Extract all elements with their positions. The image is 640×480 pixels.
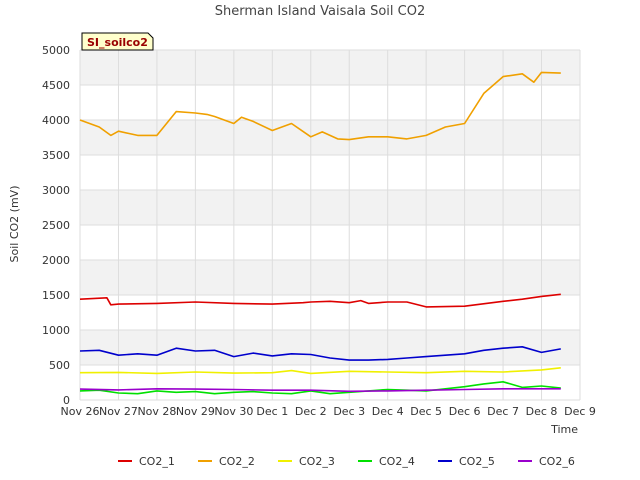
legend-label: CO2_1 <box>139 455 175 468</box>
y-tick-label: 4000 <box>42 114 70 127</box>
legend-label: CO2_2 <box>219 455 255 468</box>
series-lines <box>79 71 561 395</box>
x-tick-label: Dec 4 <box>372 405 404 418</box>
y-tick-label: 3000 <box>42 184 70 197</box>
x-tick-label: Nov 30 <box>214 405 253 418</box>
x-tick-label: Dec 5 <box>410 405 442 418</box>
series-line-co2-1 <box>79 293 561 308</box>
y-tick-label: 2000 <box>42 254 70 267</box>
site-badge-box <box>81 32 154 51</box>
legend-label: CO2_3 <box>299 455 335 468</box>
x-axis-label: Time <box>550 423 578 436</box>
series-line-co2-6 <box>79 387 561 393</box>
gridlines <box>79 49 581 401</box>
y-tick-label: 0 <box>63 394 70 407</box>
plot-band <box>80 50 580 85</box>
x-tick-label: Dec 2 <box>295 405 327 418</box>
x-tick-label: Dec 8 <box>526 405 558 418</box>
y-tick-label: 2500 <box>42 219 70 232</box>
series-line-co2-2 <box>79 71 561 141</box>
y-tick-label: 1500 <box>42 289 70 302</box>
series-line-co2-5 <box>79 345 561 361</box>
x-tick-label: Dec 9 <box>564 405 596 418</box>
plot-band <box>80 190 580 225</box>
legend-label: CO2_5 <box>459 455 495 468</box>
x-tick-label: Dec 7 <box>487 405 519 418</box>
x-tick-labels: Nov 26 Nov 27 Nov 28 Nov 29 Nov 30 Dec 1 Dec 2… <box>61 405 596 418</box>
x-tick-label: Nov 27 <box>99 405 138 418</box>
y-tick-label: 1000 <box>42 324 70 337</box>
x-tick-label: Nov 28 <box>137 405 176 418</box>
site-badge-label: SI_soilco2 <box>87 36 148 49</box>
x-tick-label: Dec 1 <box>256 405 288 418</box>
y-axis-label: Soil CO2 (mV) <box>8 186 21 263</box>
plot-band <box>80 330 580 365</box>
site-badge: SI_soilco2 <box>81 32 154 51</box>
legend: CO2_1 CO2_2 CO2_3 CO2_4 CO2_5 CO2_6 <box>118 455 575 468</box>
legend-label: CO2_6 <box>539 455 575 468</box>
x-tick-label: Nov 26 <box>61 405 100 418</box>
plot-band <box>80 260 580 295</box>
chart-title: Sherman Island Vaisala Soil CO2 <box>215 4 425 19</box>
legend-label: CO2_4 <box>379 455 415 468</box>
series-line-co2-3 <box>79 367 561 375</box>
y-tick-label: 3500 <box>42 149 70 162</box>
y-tick-label: 5000 <box>42 44 70 57</box>
x-tick-label: Dec 3 <box>333 405 365 418</box>
y-tick-labels: 0 500 1000 1500 2000 2500 3000 3500 4000 4500 5000 <box>42 44 70 407</box>
x-tick-label: Nov 29 <box>176 405 215 418</box>
x-tick-label: Dec 6 <box>449 405 481 418</box>
y-tick-label: 4500 <box>42 79 70 92</box>
series-line-co2-4 <box>79 380 561 395</box>
y-tick-label: 500 <box>49 359 70 372</box>
plot-band <box>80 120 580 155</box>
